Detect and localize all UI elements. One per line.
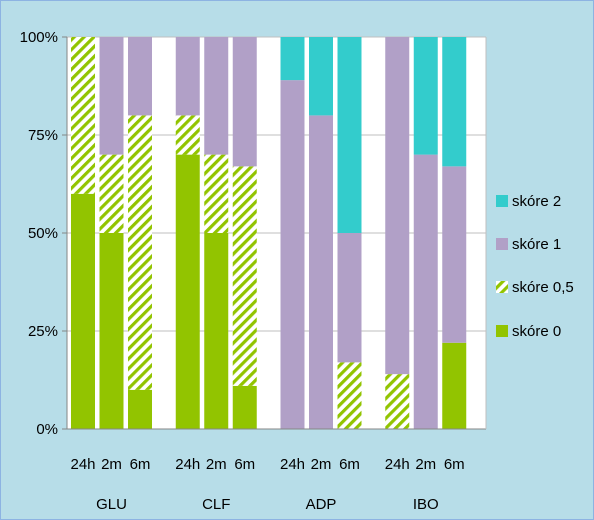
- bar-segment: [385, 37, 410, 375]
- legend-swatch: [496, 195, 508, 207]
- legend-label: skóre 1: [512, 236, 561, 253]
- bar-segment: [280, 37, 305, 81]
- bar-segment: [309, 115, 333, 430]
- bar-segment: [442, 342, 467, 429]
- bar-segment: [442, 37, 467, 167]
- y-tick-label: 100%: [20, 29, 58, 46]
- x-tick-label: 6m: [339, 456, 360, 473]
- x-tick-label: 24h: [280, 456, 305, 473]
- group-label: ADP: [306, 496, 337, 513]
- x-tick-label: 24h: [385, 456, 410, 473]
- bar-segment: [128, 389, 152, 429]
- y-tick-label: 50%: [28, 225, 58, 242]
- bar-segment: [175, 154, 200, 429]
- bar-segment: [309, 37, 333, 116]
- legend-label: skóre 0: [512, 323, 561, 340]
- legend-swatch: [496, 281, 508, 293]
- bar-segment: [232, 385, 257, 429]
- bar-segment: [99, 37, 124, 155]
- x-tick-label: 24h: [70, 456, 95, 473]
- bar-segment: [337, 37, 362, 233]
- y-tick-label: 75%: [28, 127, 58, 144]
- bar-segment: [128, 37, 152, 116]
- bar-segment: [71, 193, 95, 429]
- y-tick-label: 25%: [28, 323, 58, 340]
- bar-segment: [204, 233, 229, 429]
- x-tick-label: 2m: [311, 456, 332, 473]
- bar-segment: [385, 374, 410, 429]
- legend-swatch: [496, 325, 508, 337]
- bar-segment: [442, 166, 467, 343]
- bar-segment: [128, 115, 152, 390]
- legend-label: skóre 2: [512, 193, 561, 210]
- bar-segment: [175, 37, 200, 116]
- group-label: GLU: [96, 496, 127, 513]
- bar-segment: [232, 37, 257, 167]
- x-tick-label: 2m: [206, 456, 227, 473]
- bar-segment: [204, 154, 229, 233]
- x-tick-label: 6m: [130, 456, 151, 473]
- bar-segment: [71, 37, 95, 194]
- bar-segment: [337, 233, 362, 363]
- bar-segment: [99, 233, 124, 429]
- bar-segment: [175, 115, 200, 155]
- bar-segment: [413, 37, 438, 155]
- x-tick-label: 24h: [175, 456, 200, 473]
- bar-segment: [232, 166, 257, 386]
- y-tick-label: 0%: [36, 421, 58, 438]
- group-label: CLF: [202, 496, 230, 513]
- legend-swatch: [496, 238, 508, 250]
- bar-segment: [413, 154, 438, 429]
- x-tick-label: 2m: [415, 456, 436, 473]
- bar-segment: [204, 37, 229, 155]
- bar-segment: [280, 80, 305, 430]
- bar-segment: [99, 154, 124, 233]
- group-label: IBO: [413, 496, 439, 513]
- bar-segment: [337, 362, 362, 429]
- x-tick-label: 6m: [444, 456, 465, 473]
- x-tick-label: 6m: [234, 456, 255, 473]
- x-tick-label: 2m: [101, 456, 122, 473]
- legend-label: skóre 0,5: [512, 279, 574, 296]
